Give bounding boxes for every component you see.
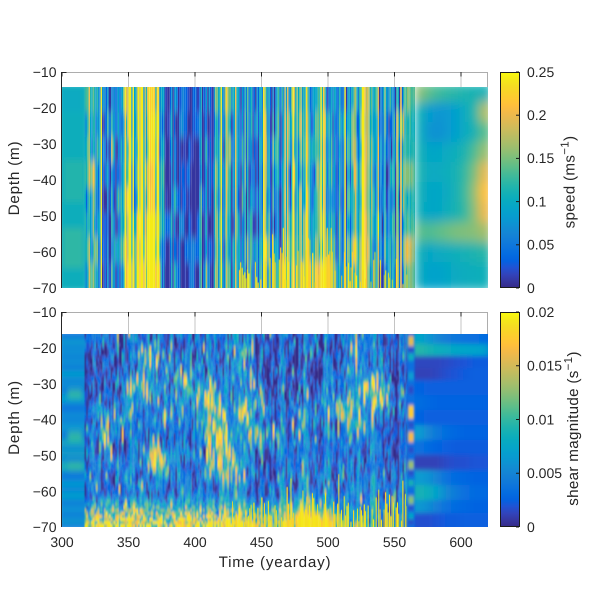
- svg-text:−60: −60: [33, 244, 57, 260]
- svg-text:−40: −40: [33, 412, 57, 428]
- svg-text:Depth (m): Depth (m): [6, 380, 23, 455]
- svg-text:0.02: 0.02: [527, 304, 554, 320]
- svg-text:0.1: 0.1: [527, 193, 547, 209]
- svg-text:−30: −30: [33, 136, 57, 152]
- svg-text:300: 300: [50, 534, 74, 550]
- svg-text:−10: −10: [33, 304, 57, 320]
- svg-text:Time (yearday): Time (yearday): [219, 554, 332, 571]
- svg-text:−50: −50: [33, 208, 57, 224]
- svg-text:0: 0: [527, 280, 535, 296]
- svg-text:500: 500: [316, 534, 340, 550]
- svg-text:−20: −20: [33, 340, 57, 356]
- svg-text:−40: −40: [33, 172, 57, 188]
- svg-text:400: 400: [183, 534, 207, 550]
- svg-text:350: 350: [117, 534, 141, 550]
- svg-text:450: 450: [250, 534, 274, 550]
- svg-text:600: 600: [449, 534, 473, 550]
- svg-text:550: 550: [383, 534, 407, 550]
- svg-text:−70: −70: [33, 280, 57, 296]
- svg-text:0: 0: [527, 519, 535, 535]
- svg-text:0.15: 0.15: [527, 150, 554, 166]
- svg-text:0.25: 0.25: [527, 64, 554, 80]
- svg-text:−60: −60: [33, 483, 57, 499]
- svg-text:shear magnitude (s−1): shear magnitude (s−1): [563, 351, 582, 505]
- svg-text:0.2: 0.2: [527, 107, 547, 123]
- svg-text:−70: −70: [33, 519, 57, 535]
- svg-text:Depth (m): Depth (m): [6, 141, 23, 216]
- svg-text:0.05: 0.05: [527, 237, 554, 253]
- svg-text:−30: −30: [33, 376, 57, 392]
- svg-text:0.015: 0.015: [527, 358, 562, 374]
- svg-text:−20: −20: [33, 100, 57, 116]
- svg-text:0.01: 0.01: [527, 411, 554, 427]
- svg-text:−50: −50: [33, 448, 57, 464]
- svg-text:speed (ms−1): speed (ms−1): [560, 136, 579, 229]
- svg-text:0.005: 0.005: [527, 465, 562, 481]
- svg-text:−10: −10: [33, 64, 57, 80]
